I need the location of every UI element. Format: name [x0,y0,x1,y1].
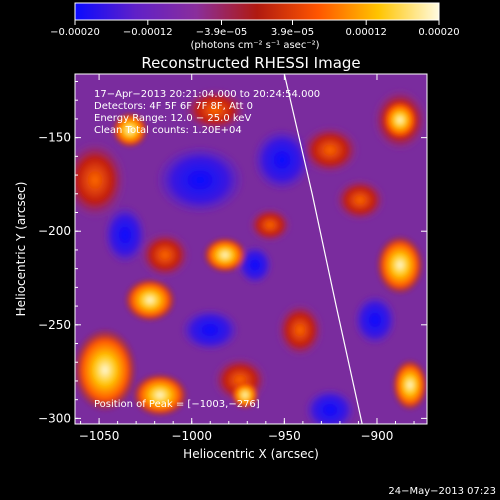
colorbar-ramp [74,2,440,21]
blob-bright [376,235,424,295]
image-blobs [75,88,427,424]
x-axis: −1050 −1000 −950 −900 [79,74,415,443]
x-tick-label: −1050 [79,429,120,443]
y-tick-label: −300 [38,411,71,425]
blob-bright [124,278,176,322]
x-tick-label: −900 [360,429,393,443]
annotation-peak-position: Position of Peak = [−1003,−276] [94,399,260,410]
blob-bright [75,328,137,412]
observation-annotations: 17−Apr−2013 20:21:04.000 to 20:24:54.000… [94,89,320,410]
plot-frame [74,73,428,425]
colorbar-tick-label: 3.9e−05 [271,27,314,38]
blob-blue [353,294,397,346]
y-tick-label: −250 [38,318,71,332]
colorbar: −0.00020 −0.00012 −3.9e−05 3.9e−05 0.00012 0.… [50,2,460,51]
blob-red [300,125,360,175]
colorbar-tick-label: −0.00012 [123,27,173,38]
blob-bright [231,381,259,409]
y-tick-label: −200 [38,224,71,238]
x-tick-label: −1000 [171,429,212,443]
blob-red [334,178,386,222]
annotation-energy-range: Energy Range: 12.0 − 25.0 keV [94,113,251,124]
blob-blue [155,145,245,215]
blob-blue [103,205,147,265]
colorbar-tick-label: −0.00020 [50,27,100,38]
blob-red [139,231,191,279]
solar-limb-curve [283,74,363,424]
annotation-detectors: Detectors: 4F 5F 6F 7F 8F, Att 0 [94,101,253,112]
footer-timestamp: 24−May−2013 07:23 [388,486,496,497]
colorbar-ticks: −0.00020 −0.00012 −3.9e−05 3.9e−05 0.00012 0.… [50,20,460,38]
colorbar-tick-label: 0.00012 [346,27,387,38]
y-axis: −300 −250 −200 −150 [38,80,427,425]
annotation-method-counts: Clean Total counts: 1.20E+04 [94,125,242,136]
y-axis-label: Heliocentric Y (arcsec) [14,182,28,317]
chart-title: Reconstructed RHESSI Image [141,54,360,72]
blob-bright [203,237,247,273]
blob-blue [180,308,240,352]
colorbar-unit-label: (photons cm⁻² s⁻¹ asec⁻²) [190,40,319,51]
colorbar-tick-label: 0.00020 [418,27,459,38]
x-axis-label: Heliocentric X (arcsec) [183,447,319,461]
blob-bright [112,112,148,148]
blob-blue [304,388,356,424]
annotation-time-range: 17−Apr−2013 20:21:04.000 to 20:24:54.000 [94,89,320,100]
y-tick-label: −150 [38,131,71,145]
blob-red [276,302,324,358]
blob-blue [252,128,312,192]
blob-red [248,207,292,243]
blob-bright [392,359,427,411]
blob-bright [132,373,188,417]
plot-area [75,74,427,424]
blob-red [75,140,127,220]
colorbar-tick-label: −3.9e−05 [196,27,248,38]
blob-red [183,88,247,132]
blob-bright [382,100,418,140]
x-tick-label: −950 [268,429,301,443]
